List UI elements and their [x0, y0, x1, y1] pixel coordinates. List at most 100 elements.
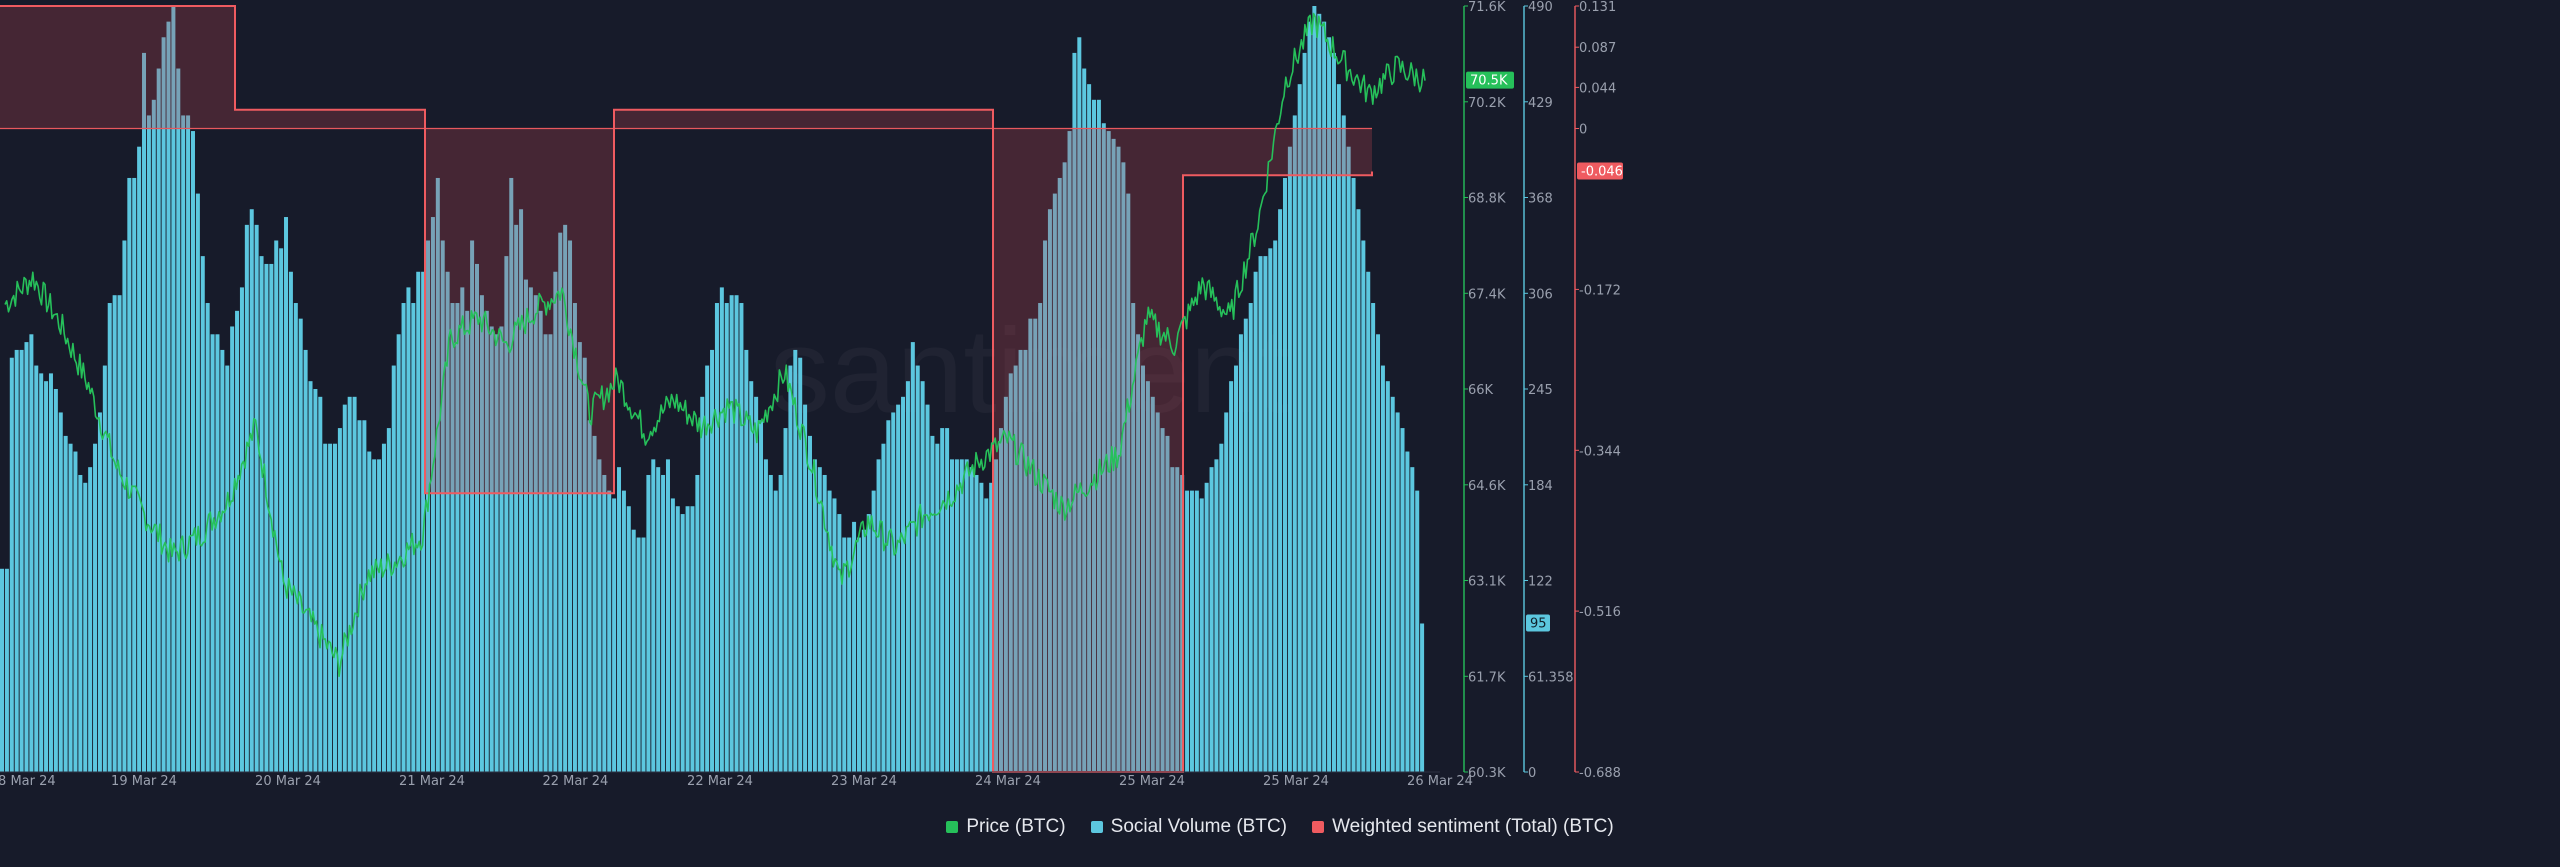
price-current-badge [1466, 71, 1514, 89]
social-volume-bar [318, 396, 323, 772]
social-volume-bar [489, 326, 494, 772]
social-volume-bar [386, 428, 391, 772]
legend-item-social-volume[interactable]: Social Volume (BTC) [1090, 816, 1287, 838]
social-volume-bar [509, 177, 514, 772]
social-volume-bar [1253, 271, 1258, 772]
social-volume-bar [1150, 396, 1155, 772]
sentiment-legend-swatch [1312, 821, 1325, 833]
social-volume-bar [602, 474, 607, 772]
social-volume-bar [161, 37, 166, 772]
social-volume-bar [284, 217, 289, 773]
social-volume-bar [44, 381, 49, 772]
social-volume-bar [558, 232, 563, 773]
social-volume-bar [78, 474, 83, 772]
social-volume-bar [1003, 396, 1008, 772]
social-volume-bar [215, 334, 220, 772]
social-volume-bar [1351, 177, 1356, 772]
social-volume-bar [597, 459, 602, 772]
social-volume-bar [533, 295, 538, 772]
social-volume-bar [475, 263, 479, 772]
social-volume-bar [244, 224, 249, 773]
social-volume-bar [670, 498, 675, 772]
social-volume-bar [97, 412, 102, 772]
legend-item-sentiment[interactable]: Weighted sentiment (Total) (BTC) [1312, 816, 1614, 838]
social-volume-bar [1287, 146, 1292, 772]
social-volume-bar [499, 326, 504, 772]
social-volume-bar [4, 568, 9, 772]
social-volume-bar [989, 482, 994, 772]
social-volume-bar [1155, 412, 1160, 772]
x-tick-label: 24 Mar 24 [975, 774, 1041, 789]
social-volume-bar [484, 310, 489, 772]
social-volume-bar [553, 271, 558, 772]
social-volume-bar [1111, 138, 1116, 772]
price-tick-label: 68.8K [1468, 192, 1506, 207]
social-volume-bar [1047, 209, 1052, 773]
social-volume-bar [724, 303, 729, 772]
sentiment-tick-label: 0.087 [1579, 41, 1616, 56]
x-tick-label: 25 Mar 24 [1263, 774, 1329, 789]
social-volume-bar [1410, 467, 1415, 772]
social-volume-bar [1008, 373, 1013, 772]
social-volume-bar [450, 303, 455, 772]
social-volume-current-badge [1526, 614, 1550, 632]
social-volume-bar [705, 365, 710, 772]
social-volume-bar [519, 209, 524, 773]
social-volume-bar [186, 115, 191, 773]
social-volume-bar [847, 537, 852, 772]
social-volume-bar [1268, 248, 1273, 772]
legend-label-sentiment: Weighted sentiment (Total) (BTC) [1332, 816, 1614, 837]
social-volume-bar [1126, 193, 1131, 773]
social-volume-bar [685, 506, 690, 772]
sentiment-line [0, 5, 1373, 773]
social-volume-bar [254, 224, 259, 773]
sentiment-tick-label: 0.044 [1579, 81, 1616, 96]
sentiment-tick-label: -0.688 [1579, 766, 1621, 781]
social-volume-bar [14, 349, 19, 772]
social-volume-bar [1101, 123, 1106, 773]
social-volume-bar [332, 443, 337, 772]
social-volume-bar [920, 381, 925, 772]
social-volume-bar [504, 256, 509, 772]
social-volume-bar [1361, 240, 1366, 773]
social-volume-bar [1263, 256, 1268, 772]
social-volume-bar [342, 404, 347, 772]
social-volume-bar [1307, 21, 1312, 772]
social-volume-bar [1390, 396, 1395, 772]
social-volume-bar [876, 459, 881, 772]
social-volume-bar [656, 467, 661, 772]
social-volume-bar [0, 568, 4, 772]
social-volume-bar [117, 295, 122, 772]
social-volume-bar [421, 271, 426, 772]
social-volume-bar [837, 514, 842, 772]
social-volume-bar [1248, 303, 1253, 772]
social-volume-bar [435, 177, 440, 772]
social-volume-bar [969, 467, 974, 772]
social-volume-bar [1356, 209, 1361, 773]
social-volume-bar [886, 420, 891, 772]
social-volume-bar [1140, 365, 1145, 772]
social-volume-bar [1023, 349, 1028, 772]
social-volume-bar [940, 428, 945, 772]
social-volume-bar [896, 404, 901, 772]
price-current-value: 70.5K [1470, 74, 1508, 89]
social-volume-bar [1341, 115, 1346, 773]
sentiment-tick-label: 0 [1579, 123, 1587, 138]
social-volume-bar [1033, 318, 1038, 772]
social-volume-bar [195, 193, 200, 773]
social-volume-bar [29, 334, 34, 772]
sentiment-current-value: -0.046 [1581, 165, 1623, 180]
social-volume-bar [205, 303, 210, 772]
social-volume-bar [1165, 435, 1170, 772]
social-volume-bar [612, 498, 617, 772]
social-volume-bar [465, 310, 470, 772]
social-volume-bar [1170, 467, 1175, 772]
legend-item-price[interactable]: Price (BTC) [946, 816, 1066, 838]
social-volume-bar [1199, 498, 1204, 772]
social-volume-bar [416, 271, 421, 772]
price-line [4, 12, 1426, 678]
social-volume-bar [739, 303, 744, 772]
social-volume-bar [430, 217, 435, 773]
social-volume-bar [759, 420, 764, 772]
